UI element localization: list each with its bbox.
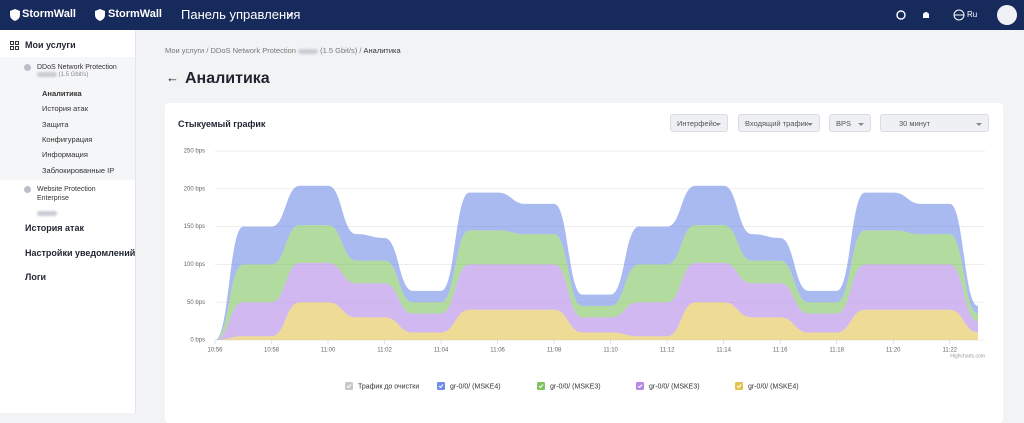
y-tick-label: 0 bps xyxy=(190,338,205,344)
menu-item[interactable]: Мои услуги xyxy=(25,40,76,50)
x-tick-label: 11:08 xyxy=(547,348,562,354)
x-tick-label: 11:00 xyxy=(321,348,336,354)
chart: Highcharts.com 0 bps 50 bps 100 bps 150 bps… xyxy=(184,149,985,390)
grid-icon xyxy=(10,41,19,50)
y-tick-label: 150 bps xyxy=(184,224,205,230)
y-tick-label: 100 bps xyxy=(184,262,205,268)
crumb[interactable]: DDoS Network Protection xyxy=(210,46,296,55)
crumb: (1.5 Gbit/s) xyxy=(320,46,358,55)
area xyxy=(215,185,978,340)
service-icon xyxy=(24,186,31,193)
crumb[interactable]: Мои услуги xyxy=(165,46,205,55)
y-tick-label: 250 bps xyxy=(184,149,205,155)
page-title: Аналитика xyxy=(185,70,270,87)
x-tick-label: 11:18 xyxy=(829,348,844,354)
legend-label: gr-0/0/ (MSKE3) xyxy=(550,383,601,390)
credit: Highcharts.com xyxy=(950,353,985,359)
x-tick-label: 11:22 xyxy=(942,348,957,354)
dropdown[interactable]: BPS xyxy=(829,114,871,132)
check xyxy=(637,384,643,389)
logo[interactable]: StormWall xyxy=(108,8,162,20)
menu-item[interactable]: История атак xyxy=(25,223,84,233)
x-tick-label: 11:06 xyxy=(490,348,505,354)
legend-label: gr-0/0/ (MSKE3) xyxy=(649,383,700,390)
area xyxy=(215,302,978,340)
legend-label: gr-0/0/ (MSKE4) xyxy=(450,383,501,390)
legend-label: gr-0/0/ (MSKE4) xyxy=(748,383,799,390)
submenu-item[interactable]: Защита xyxy=(42,119,69,129)
service-name[interactable]: Website Protection Enterprise xyxy=(37,186,96,202)
check xyxy=(736,384,742,389)
y-tick-label: 50 bps xyxy=(187,300,205,306)
submenu-item[interactable]: Информация xyxy=(42,150,88,160)
dropdown[interactable]: Интерфейс xyxy=(670,114,728,132)
sidebar: Мои услуги DDoS Network Protection (1.5 … xyxy=(0,30,136,413)
submenu-item[interactable]: История атак xyxy=(42,104,88,114)
dropdown[interactable]: 30 минут xyxy=(880,114,989,132)
legend-checkbox xyxy=(537,382,545,390)
dropdown[interactable]: Входящий трафик xyxy=(738,114,820,132)
check xyxy=(346,384,352,389)
legend-checkbox xyxy=(735,382,743,390)
speed: (1.5 Gbit/s) xyxy=(58,72,89,79)
crumb: Аналитика xyxy=(363,46,401,55)
blurred-id xyxy=(37,205,57,223)
menu-item[interactable]: Настройки уведомлений xyxy=(25,248,136,258)
back-arrow[interactable]: ← xyxy=(166,70,179,85)
area xyxy=(215,225,978,340)
y-tick-label: 200 bps xyxy=(184,186,205,192)
logo-icon xyxy=(10,9,20,21)
service-block xyxy=(0,57,135,180)
legend-item[interactable]: gr-0/0/ (MSKE4) xyxy=(437,382,501,390)
legend-item[interactable]: Трафик до очистки xyxy=(345,382,419,390)
x-tick-label: 11:20 xyxy=(886,348,901,354)
legend-item[interactable]: gr-0/0/ (MSKE4) xyxy=(735,382,799,390)
header: StormWall StormWall Панель управления Ru xyxy=(0,0,1024,30)
logo[interactable]: StormWall xyxy=(22,8,76,20)
legend-item[interactable]: gr-0/0/ (MSKE3) xyxy=(636,382,700,390)
language[interactable]: Ru xyxy=(967,10,978,19)
avatar[interactable] xyxy=(997,5,1017,25)
legend-label: Трафик до очистки xyxy=(358,383,419,390)
support-icon[interactable] xyxy=(895,9,907,21)
submenu-item[interactable]: Аналитика xyxy=(42,89,82,98)
breadcrumb: Мои услуги / DDoS Network Protection (1.… xyxy=(165,46,401,55)
x-tick-label: 11:04 xyxy=(434,348,449,354)
service-speed: (1.5 Gbit/s) xyxy=(37,72,88,78)
card-title: Стыкуемый график xyxy=(178,119,266,129)
logo-icon xyxy=(95,9,105,21)
x-tick-label: 11:12 xyxy=(660,348,675,354)
x-tick-label: 11:10 xyxy=(603,348,618,354)
legend-item[interactable]: gr-0/0/ (MSKE3) xyxy=(537,382,601,390)
chevron xyxy=(286,12,294,17)
panel-menu[interactable]: Панель управления xyxy=(181,7,301,22)
x-tick-label: 11:16 xyxy=(773,348,788,354)
area xyxy=(215,262,978,340)
legend-checkbox xyxy=(636,382,644,390)
x-tick-label: 10:56 xyxy=(207,348,223,354)
submenu-item[interactable]: Заблокированные IP xyxy=(42,165,115,175)
check xyxy=(438,384,444,389)
check xyxy=(538,384,544,389)
x-tick-label: 11:02 xyxy=(377,348,392,354)
service-name[interactable]: DDoS Network Protection xyxy=(37,64,117,71)
submenu-item[interactable]: Конфигурация xyxy=(42,134,93,144)
service-icon xyxy=(24,64,31,71)
legend-checkbox xyxy=(345,382,353,390)
x-tick-label: 11:14 xyxy=(716,348,731,354)
x-tick-label: 10:58 xyxy=(264,348,280,354)
legend-checkbox xyxy=(437,382,445,390)
globe-icon xyxy=(953,9,965,21)
bell-icon[interactable] xyxy=(920,9,932,21)
menu-item[interactable]: Логи xyxy=(25,272,47,282)
